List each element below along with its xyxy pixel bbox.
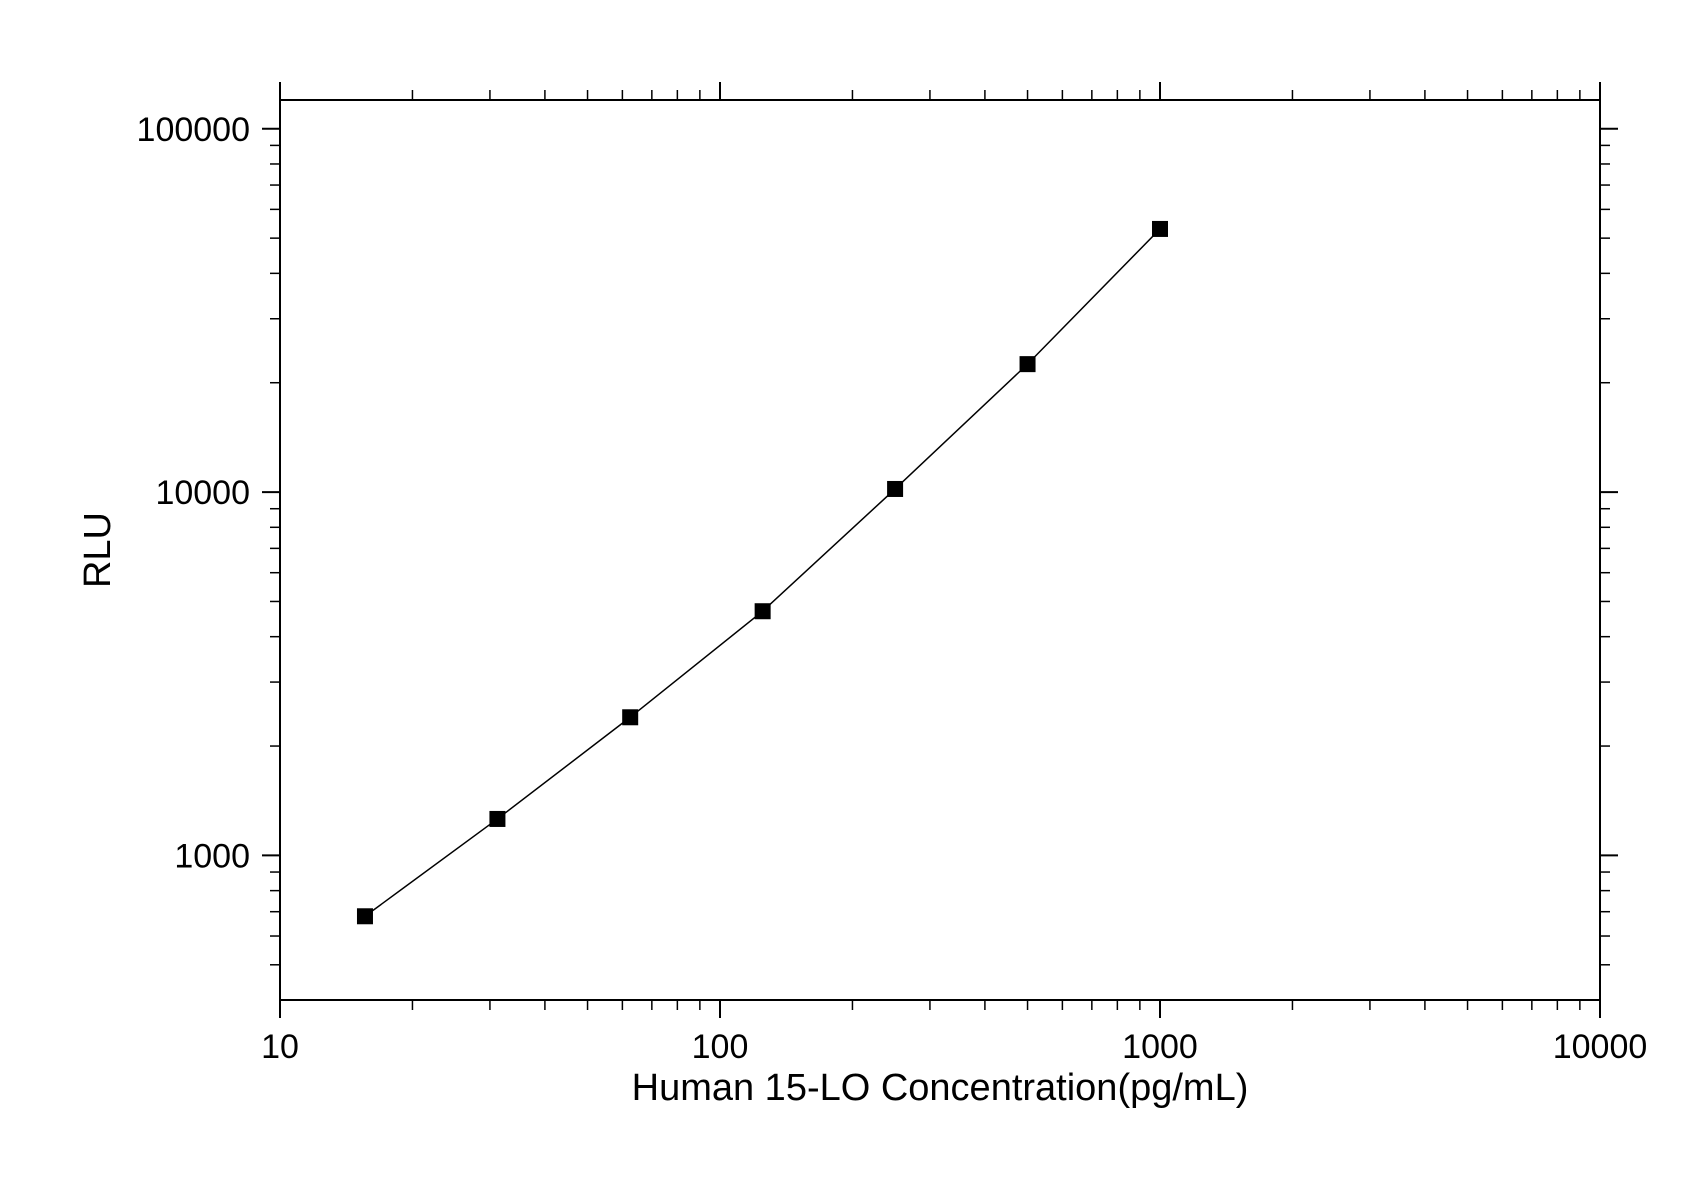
x-tick-label: 100 [692, 1028, 749, 1066]
x-tick-label: 10 [261, 1028, 299, 1066]
plot-frame [280, 100, 1600, 1000]
x-axis-label: Human 15-LO Concentration(pg/mL) [632, 1067, 1249, 1109]
data-marker [489, 811, 505, 827]
x-tick-label: 10000 [1553, 1028, 1648, 1066]
y-tick-label: 10000 [155, 474, 250, 512]
y-axis-label: RLU [77, 512, 119, 588]
data-marker [887, 481, 903, 497]
y-tick-label: 1000 [174, 837, 250, 875]
data-line [365, 229, 1160, 916]
chart-svg: 10 100 1000 10000 1000 10000 100000 Human 15-LO… [0, 0, 1695, 1189]
x-tick-label: 1000 [1122, 1028, 1198, 1066]
chart-container: 10 100 1000 10000 1000 10000 100000 Human 15-LO… [0, 0, 1695, 1189]
data-marker [1152, 221, 1168, 237]
data-marker [357, 908, 373, 924]
data-marker [622, 709, 638, 725]
data-marker [755, 603, 771, 619]
data-marker [1020, 356, 1036, 372]
y-tick-label: 100000 [137, 111, 250, 149]
